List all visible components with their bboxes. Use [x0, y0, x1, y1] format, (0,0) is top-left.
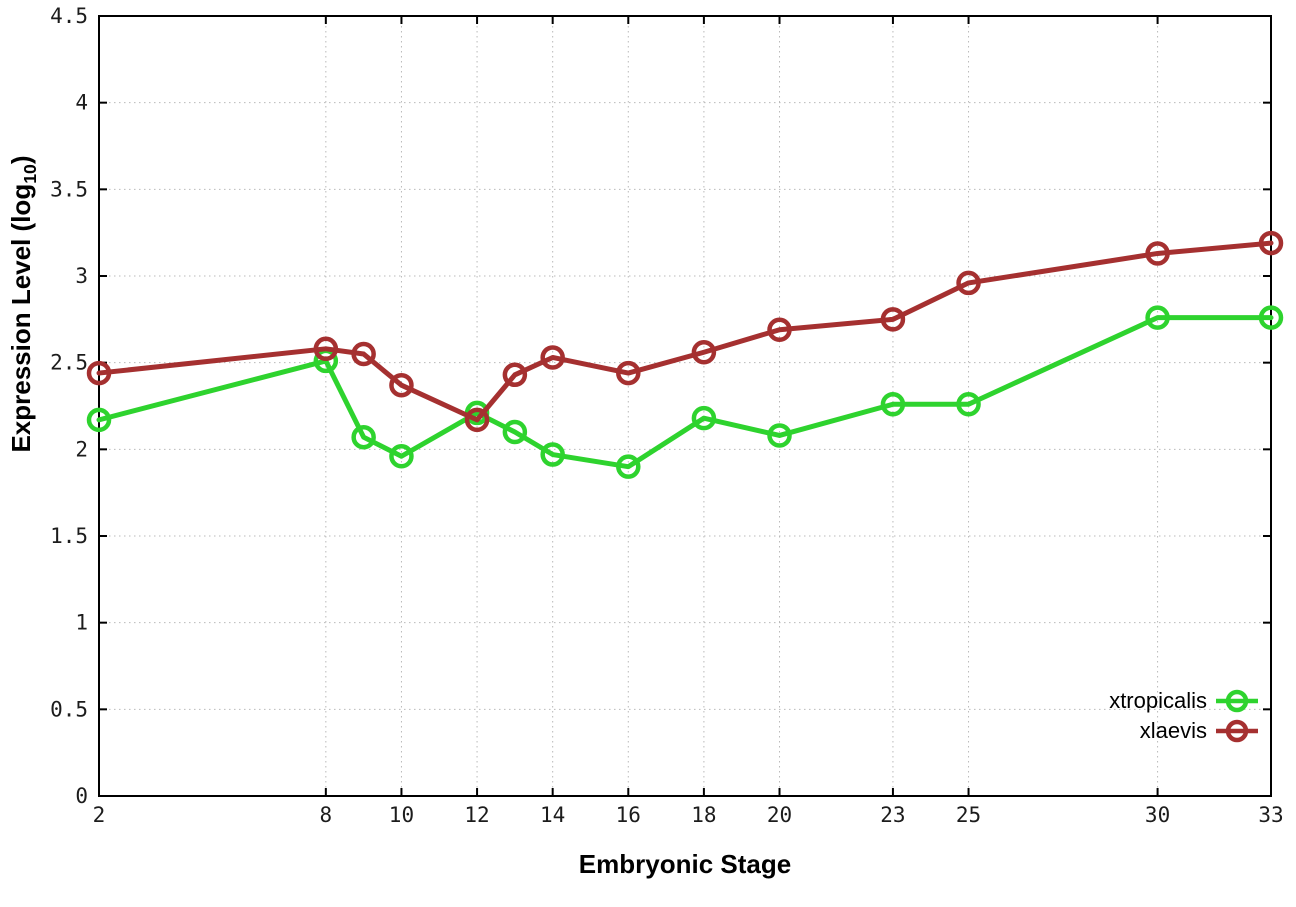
data-point	[1145, 241, 1170, 266]
y-tick-label: 3.5	[50, 177, 88, 201]
series-xtropicalis	[86, 305, 1284, 479]
data-point	[540, 345, 565, 370]
y-axis-title-subscript: 10	[20, 164, 41, 184]
data-point	[540, 442, 565, 467]
y-axis-title-close: )	[6, 155, 36, 165]
data-point	[691, 405, 717, 431]
data-point	[86, 407, 112, 433]
legend: xtropicalis xlaevis	[1109, 686, 1258, 746]
legend-row-xtropicalis: xtropicalis	[1109, 686, 1258, 716]
data-point	[351, 424, 376, 450]
legend-label-xlaevis: xlaevis	[1139, 718, 1207, 743]
plot-border	[98, 15, 1272, 797]
data-point	[389, 444, 414, 469]
y-tick-label: 3	[75, 264, 88, 288]
y-tick-label: 4.5	[50, 4, 88, 28]
y-tick-label: 1	[75, 611, 88, 635]
x-tick-label: 16	[616, 803, 641, 827]
axis-ticks	[98, 15, 1272, 797]
x-tick-label: 25	[956, 803, 981, 827]
legend-sample-line-icon	[1216, 689, 1258, 713]
y-tick-label: 2	[75, 437, 88, 461]
x-tick-labels: 2 8 10 12 14 16 18 20 23 25 30 33	[93, 803, 1284, 827]
series-line-xtropicalis	[96, 315, 1274, 470]
legend-label-xtropicalis: xtropicalis	[1109, 688, 1207, 713]
data-point	[464, 407, 490, 433]
x-tick-label: 10	[389, 803, 414, 827]
data-point	[502, 419, 528, 445]
y-tick-label: 2.5	[50, 351, 88, 375]
y-tick-label: 4	[75, 91, 88, 115]
data-point	[616, 454, 641, 479]
y-axis-title-text: Expression Level (log	[6, 183, 36, 453]
x-tick-label: 23	[880, 803, 905, 827]
data-point	[1258, 230, 1284, 256]
y-tick-label: 1.5	[50, 524, 88, 548]
legend-sample-line-icon	[1216, 719, 1258, 743]
data-point	[691, 340, 717, 365]
gridlines	[98, 15, 1272, 797]
x-tick-label: 30	[1145, 803, 1170, 827]
data-point	[351, 341, 376, 367]
data-point	[767, 423, 792, 448]
series-line-xlaevis	[96, 240, 1274, 423]
x-tick-label: 20	[767, 803, 792, 827]
y-axis-title: Expression Level (log10)	[5, 99, 41, 509]
x-tick-label: 8	[320, 803, 333, 827]
data-point	[956, 270, 981, 296]
data-point	[313, 336, 339, 362]
data-point	[767, 317, 792, 342]
data-point	[1258, 305, 1284, 330]
y-tick-label: 0.5	[50, 697, 88, 721]
x-axis-title: Embryonic Stage	[578, 849, 792, 879]
data-point	[86, 360, 112, 386]
x-tick-label: 2	[93, 803, 106, 827]
data-point	[1145, 305, 1170, 330]
x-tick-label: 18	[691, 803, 716, 827]
data-point	[389, 372, 414, 398]
data-point	[956, 392, 981, 417]
x-tick-label: 12	[464, 803, 489, 827]
data-point	[502, 362, 528, 388]
data-point	[616, 360, 641, 386]
legend-row-xlaevis: xlaevis	[1109, 716, 1258, 746]
data-point	[880, 392, 906, 417]
x-tick-label: 33	[1258, 803, 1283, 827]
y-tick-labels: 0 0.5 1 1.5 2 2.5 3 3.5 4 4.5	[50, 4, 88, 808]
y-tick-label: 0	[75, 784, 88, 808]
data-point	[880, 307, 906, 332]
x-tick-label: 14	[540, 803, 565, 827]
series-xlaevis	[86, 230, 1284, 433]
